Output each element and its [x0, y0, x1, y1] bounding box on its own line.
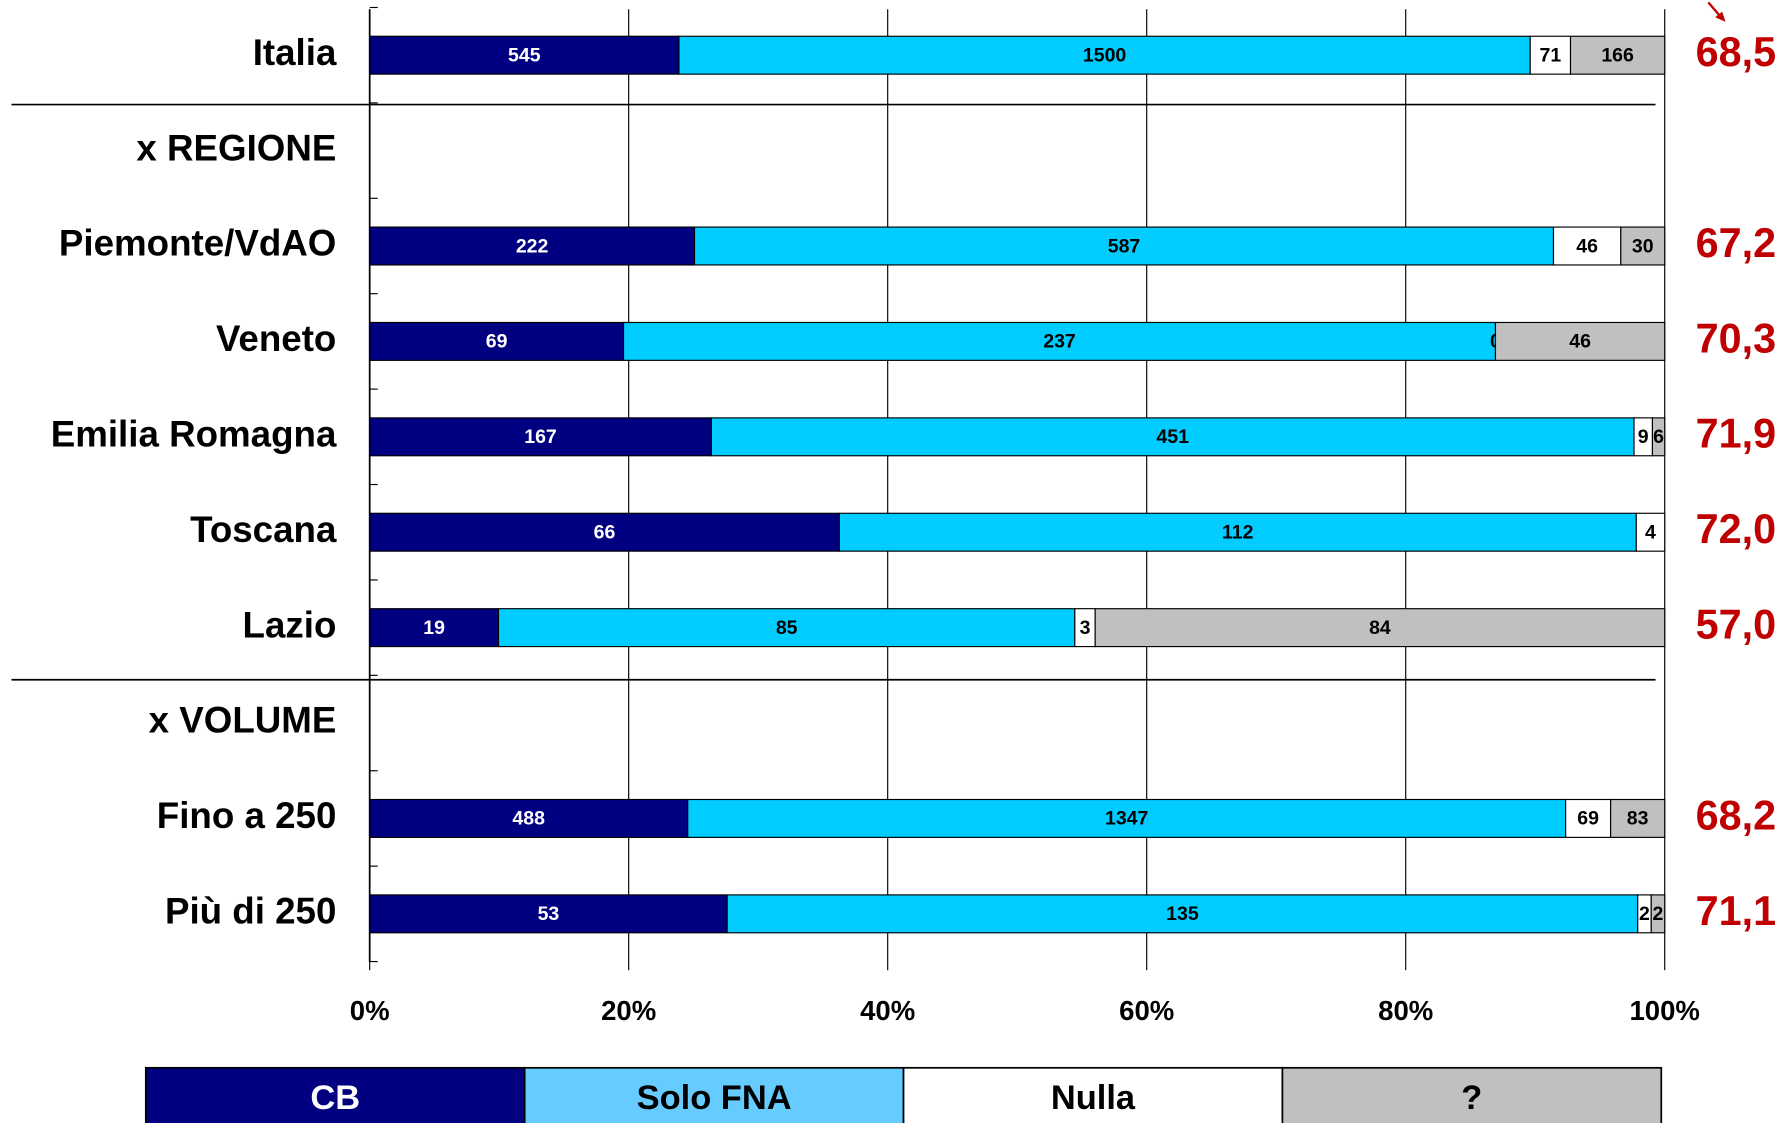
- bar-segment: [1565, 798, 1612, 838]
- data-label: 9: [1638, 426, 1649, 448]
- bar-segment: [369, 226, 696, 266]
- data-label: 1500: [1083, 45, 1127, 67]
- legend-label: Nulla: [1051, 1079, 1136, 1117]
- bar-segment: [1569, 35, 1666, 75]
- bar-segment: [1620, 226, 1666, 266]
- legend-label: ?: [1461, 1079, 1482, 1117]
- side-label: 72,0: [1696, 506, 1776, 552]
- bar-segment: [678, 35, 1531, 75]
- data-label: 3: [1080, 617, 1091, 639]
- x-tick-label: 60%: [1119, 995, 1174, 1026]
- data-label: 222: [516, 235, 549, 257]
- data-label: 1347: [1105, 808, 1148, 830]
- bar-segment: [838, 512, 1637, 552]
- data-label: 83: [1627, 808, 1649, 830]
- side-label: 67,2: [1696, 220, 1776, 266]
- legend-swatch: [523, 1066, 905, 1123]
- side-label: 71,1: [1696, 888, 1776, 934]
- bar-segment: [693, 226, 1555, 266]
- y-tick-label: Italia: [253, 32, 337, 73]
- y-tick-label: Più di 250: [165, 891, 336, 932]
- data-label: 166: [1601, 45, 1634, 67]
- data-label: 46: [1569, 331, 1591, 353]
- legend-swatch: [144, 1066, 526, 1123]
- legend-label: Solo FNA: [637, 1079, 792, 1117]
- x-tick-label: 80%: [1378, 995, 1433, 1026]
- data-label: 84: [1369, 617, 1391, 639]
- bar-segment: [369, 512, 840, 552]
- data-label: 46: [1576, 235, 1598, 257]
- legend-swatch: [1281, 1066, 1663, 1123]
- y-tick-label: Lazio: [243, 604, 337, 645]
- bar-segment: [726, 894, 1639, 934]
- data-label: 6: [1653, 426, 1664, 448]
- bar-segment: [1529, 35, 1572, 75]
- side-label: 68,5: [1696, 29, 1776, 75]
- bar-segment: [710, 417, 1635, 457]
- data-label: 587: [1108, 235, 1141, 257]
- y-tick-label: Emilia Romagna: [51, 414, 337, 455]
- data-label: 237: [1043, 331, 1076, 353]
- bar-segment: [369, 321, 625, 361]
- side-label: 70,3: [1696, 315, 1776, 361]
- bar-segment: [1610, 798, 1666, 838]
- data-label: 69: [1577, 808, 1599, 830]
- data-label: 53: [538, 903, 560, 925]
- bar-segment: [1494, 321, 1666, 361]
- y-tick-label: Fino a 250: [157, 795, 337, 836]
- data-label: 85: [776, 617, 798, 639]
- bar-segment: [622, 321, 1497, 361]
- bar-segment: [1635, 512, 1666, 552]
- data-label: 488: [512, 808, 545, 830]
- arrow-head: [1715, 11, 1726, 22]
- data-label: 112: [1222, 522, 1254, 544]
- y-tick-label: Piemonte/VdAO: [59, 223, 336, 264]
- side-label: 68,2: [1696, 792, 1776, 838]
- side-label: 57,0: [1696, 602, 1776, 648]
- bar-segment: [1651, 417, 1666, 457]
- y-tick-label: Toscana: [190, 509, 337, 550]
- legend-label: CB: [310, 1079, 360, 1117]
- data-label: 545: [508, 45, 541, 67]
- data-label: 2: [1653, 903, 1664, 925]
- bar-segment: [1094, 608, 1666, 648]
- bar-segment: [369, 608, 500, 648]
- data-label: 2: [1639, 903, 1650, 925]
- y-tick-label: x VOLUME: [149, 700, 337, 741]
- x-tick-label: 20%: [601, 995, 656, 1026]
- data-label: 69: [486, 331, 508, 353]
- y-tick-label: Veneto: [216, 318, 336, 359]
- bar-segment: [369, 417, 712, 457]
- data-label: 71: [1540, 45, 1562, 67]
- x-tick-label: 100%: [1629, 995, 1699, 1026]
- y-tick-label: x REGIONE: [136, 127, 336, 168]
- data-label: 451: [1156, 426, 1189, 448]
- bar-segment: [687, 798, 1567, 838]
- data-label: 66: [594, 522, 616, 544]
- data-label: 19: [423, 617, 445, 639]
- bar-segment: [1650, 894, 1666, 934]
- data-label: 30: [1632, 235, 1654, 257]
- x-tick-label: 40%: [860, 995, 915, 1026]
- bar-segment: [497, 608, 1076, 648]
- data-label: 135: [1166, 903, 1199, 925]
- side-label: 71,9: [1696, 411, 1776, 457]
- x-tick-label: 0%: [350, 995, 390, 1026]
- data-label: 4: [1645, 522, 1656, 544]
- bar-segment: [369, 35, 680, 75]
- data-label: 167: [524, 426, 557, 448]
